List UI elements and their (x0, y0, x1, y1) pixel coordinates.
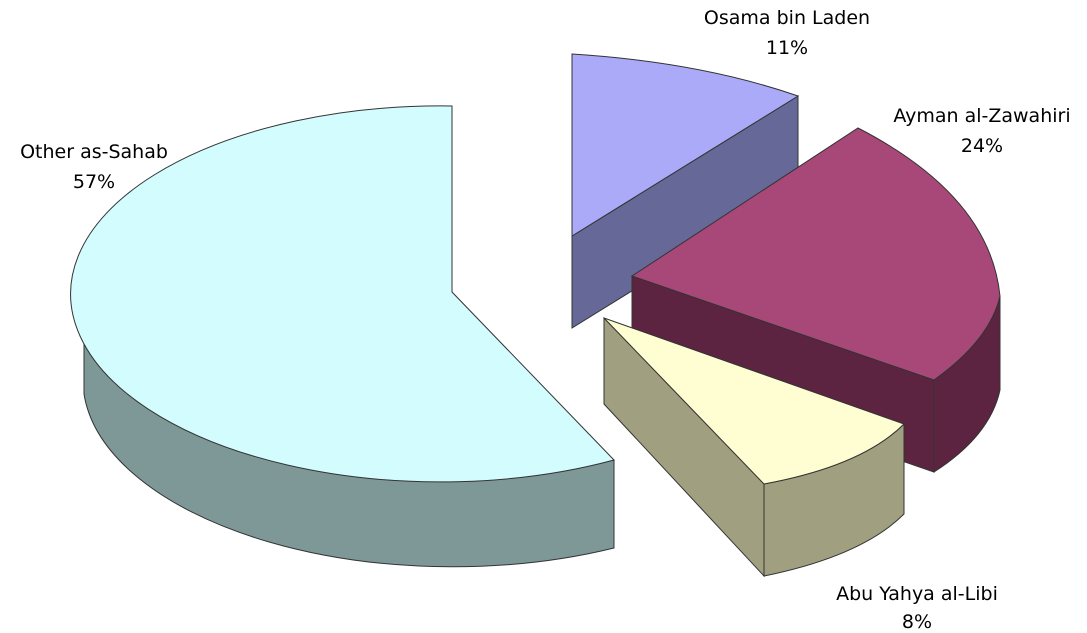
label-other-name: Other as-Sahab (20, 141, 168, 163)
slice-abu-top (603, 317, 905, 485)
slice-ayman-top (630, 127, 1001, 381)
label-other-value: 57% (73, 171, 115, 193)
label-ayman-value: 24% (961, 135, 1003, 157)
label-osama-value: 11% (766, 37, 808, 59)
slice-abu-yahya-al-libi (603, 316, 905, 578)
label-abu-value: 8% (902, 611, 932, 633)
slice-other-top (70, 105, 615, 483)
slice-osama-top (571, 53, 800, 237)
label-ayman-name: Ayman al-Zawahiri (893, 105, 1070, 127)
label-osama-name: Osama bin Laden (704, 7, 870, 29)
slice-osama-bin-laden (571, 53, 800, 329)
label-abu-name: Abu Yahya al-Libi (836, 583, 998, 605)
slice-other-as-sahab (70, 105, 615, 568)
